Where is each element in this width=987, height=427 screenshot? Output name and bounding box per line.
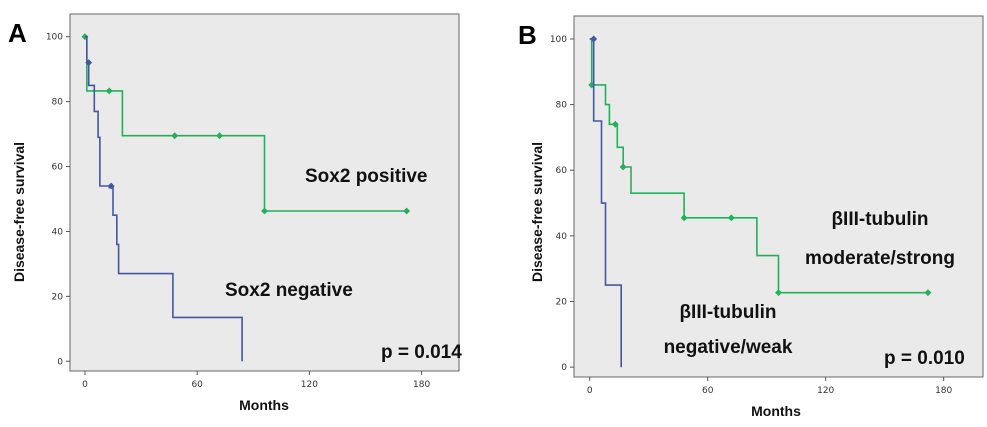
tubulin-strong-label-line1: βIII-tubulin (831, 209, 928, 230)
panel-label-b: B (518, 20, 537, 50)
p-value-a: p = 0.014 (381, 342, 462, 363)
censor-mark-a-1 (403, 207, 411, 215)
y-tick-label-a: 100 (46, 33, 63, 43)
p-value-b: p = 0.010 (884, 348, 965, 369)
panel-a: A 0 20 40 60 80 100 0 60 120 180 Months Disease-f… (8, 13, 462, 413)
censor-mark-b-1 (775, 289, 782, 297)
censor-mark-b-1 (680, 214, 688, 222)
x-tick-label-a: 180 (413, 380, 430, 390)
y-tick-label-b: 100 (550, 35, 567, 45)
y-tick-label-a: 0 (57, 357, 63, 367)
censor-mark-b-2 (590, 35, 598, 43)
panel-label-a: A (8, 18, 27, 48)
y-axis-label-b: Disease-free survival (529, 142, 545, 282)
tubulin-strong-label-line2: moderate/strong (805, 248, 955, 269)
curves-a (81, 33, 411, 362)
y-tick-label-a: 40 (52, 227, 64, 237)
panel-b: B 0 20 40 60 80 100 0 60 120 180 Months Disease-f… (518, 15, 984, 419)
censor-mark-b-1 (924, 289, 932, 297)
tubulin-weak-label-line1: βIII-tubulin (679, 302, 776, 323)
censor-mark-b-1 (619, 163, 627, 171)
axes-a: 0 20 40 60 80 100 0 60 120 180 (46, 33, 431, 390)
plot-area-b (573, 15, 984, 378)
y-tick-label-b: 20 (556, 298, 568, 308)
x-tick-label-b: 0 (587, 386, 593, 396)
y-axis-label-a: Disease-free survival (11, 142, 27, 282)
y-tick-label-a: 20 (52, 292, 64, 302)
axes-b: 0 20 40 60 80 100 0 60 120 180 (550, 35, 953, 396)
y-tick-label-a: 80 (52, 98, 64, 108)
censor-mark-b-1 (611, 120, 619, 128)
censor-mark-a-2 (85, 59, 93, 67)
curves-b (588, 35, 932, 368)
censor-mark-a-1 (105, 87, 113, 95)
x-tick-label-a: 60 (191, 380, 203, 390)
x-axis-label-a: Months (239, 397, 289, 413)
x-tick-label-a: 120 (301, 380, 318, 390)
censor-mark-a-1 (216, 132, 224, 140)
y-tick-label-b: 80 (556, 101, 568, 111)
censor-mark-a-1 (261, 207, 268, 215)
sox2-negative-label: Sox2 negative (225, 280, 353, 301)
x-tick-label-a: 0 (82, 380, 88, 390)
censor-mark-a-2 (107, 182, 115, 190)
tubulin-weak-label-line2: negative/weak (664, 337, 793, 358)
x-tick-label-b: 120 (817, 386, 834, 396)
survival-curve-b-1 (589, 38, 928, 294)
y-tick-label-a: 60 (52, 163, 64, 173)
x-tick-label-b: 180 (935, 386, 952, 396)
y-tick-label-b: 40 (556, 232, 568, 242)
x-tick-label-b: 60 (702, 386, 714, 396)
x-axis-label-b: Months (751, 403, 801, 419)
censor-mark-b-1 (727, 214, 735, 222)
y-tick-label-b: 0 (561, 363, 567, 373)
y-tick-label-b: 60 (556, 166, 568, 176)
censor-mark-a-1 (171, 132, 179, 140)
sox2-positive-label: Sox2 positive (305, 166, 428, 187)
survival-curve-b-2 (589, 38, 623, 368)
